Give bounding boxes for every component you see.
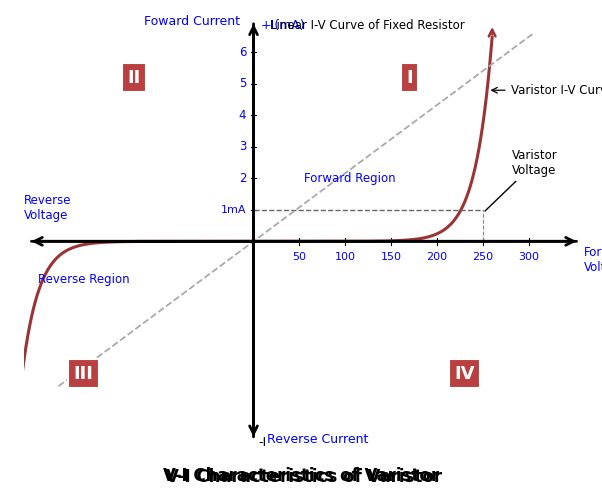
Text: V-I Characteristics of Varistor: V-I Characteristics of Varistor bbox=[166, 468, 442, 486]
Text: 4: 4 bbox=[238, 109, 246, 122]
Text: Reverse Current: Reverse Current bbox=[267, 433, 368, 446]
Text: +I(mA): +I(mA) bbox=[261, 20, 305, 32]
Text: 200: 200 bbox=[427, 252, 448, 262]
Text: Linear I-V Curve of Fixed Resistor: Linear I-V Curve of Fixed Resistor bbox=[270, 20, 465, 32]
Text: II: II bbox=[128, 69, 141, 87]
Text: 300: 300 bbox=[518, 252, 539, 262]
Text: Varistor I-V Curve: Varistor I-V Curve bbox=[492, 84, 602, 97]
Text: Forward
Voltage: Forward Voltage bbox=[584, 246, 602, 274]
Text: 2: 2 bbox=[238, 172, 246, 185]
Text: III: III bbox=[74, 365, 94, 383]
Text: Forward Region: Forward Region bbox=[304, 172, 396, 185]
Text: I: I bbox=[406, 69, 413, 87]
Text: Varistor
Voltage: Varistor Voltage bbox=[485, 148, 558, 211]
Text: Reverse Region: Reverse Region bbox=[38, 273, 129, 286]
Text: Reverse
Voltage: Reverse Voltage bbox=[24, 195, 72, 222]
Text: V-I Characteristics of Varistor: V-I Characteristics of Varistor bbox=[163, 467, 439, 485]
Text: 150: 150 bbox=[380, 252, 402, 262]
Text: 3: 3 bbox=[239, 141, 246, 153]
Text: IV: IV bbox=[455, 365, 475, 383]
Text: 250: 250 bbox=[473, 252, 494, 262]
Text: 1mA: 1mA bbox=[221, 205, 246, 215]
Text: 6: 6 bbox=[238, 46, 246, 59]
Text: 5: 5 bbox=[239, 77, 246, 91]
Text: -I: -I bbox=[258, 437, 266, 449]
Text: 100: 100 bbox=[335, 252, 356, 262]
Text: 50: 50 bbox=[293, 252, 306, 262]
Text: Foward Current: Foward Current bbox=[144, 15, 240, 28]
